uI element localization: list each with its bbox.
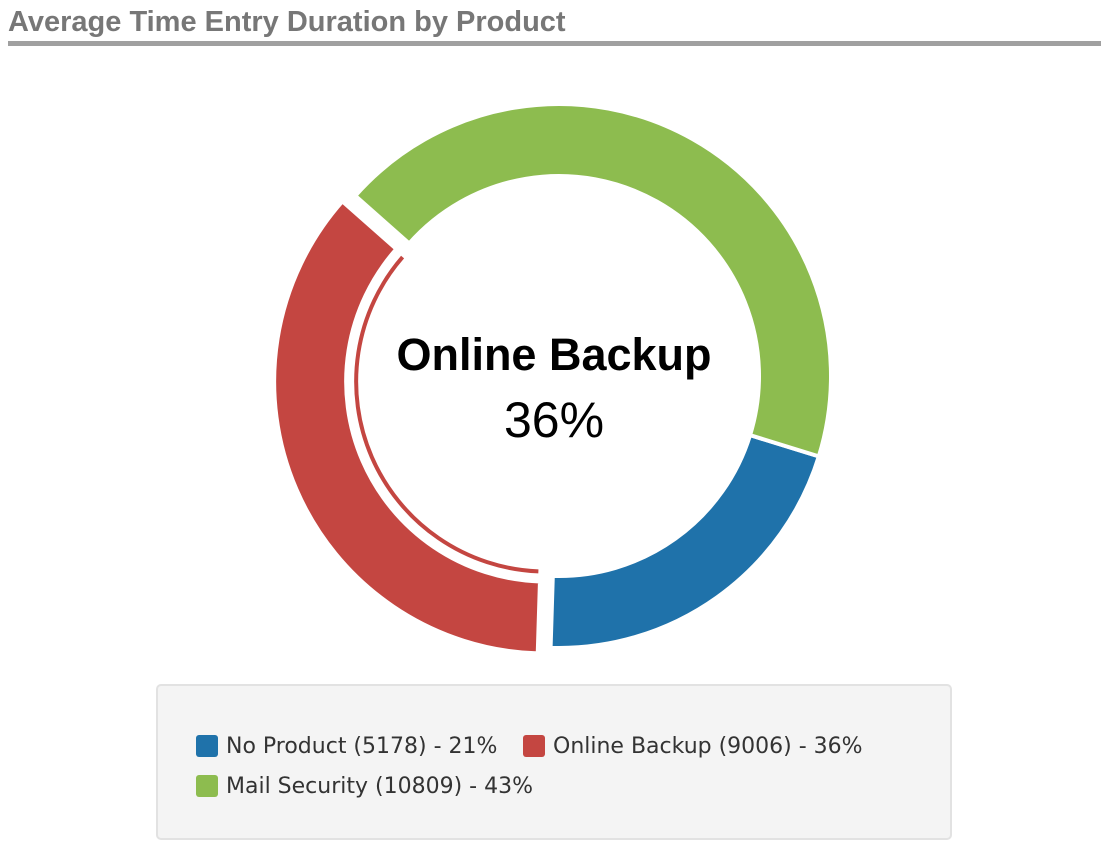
donut-chart: Online Backup 36%	[272, 102, 834, 656]
legend-label: No Product (5178) - 21%	[226, 733, 498, 759]
donut-slice-no-product[interactable]	[548, 432, 822, 650]
center-slice-name: Online Backup	[396, 329, 711, 380]
selected-slice-highlight	[354, 255, 539, 574]
legend-item-no-product[interactable]: No Product (5178) - 21%	[196, 731, 497, 761]
chart-title: Average Time Entry Duration by Product	[8, 6, 566, 38]
donut-slice-online-backup[interactable]	[272, 198, 543, 656]
legend-label: Mail Security (10809) - 43%	[226, 773, 533, 799]
legend-item-mail-security[interactable]: Mail Security (10809) - 43%	[196, 771, 533, 801]
legend-swatch-online-backup	[523, 735, 545, 757]
chart-legend: No Product (5178) - 21% Online Backup (9…	[156, 684, 952, 840]
legend-swatch-mail-security	[196, 775, 218, 797]
donut-slice-mail-security[interactable]	[352, 102, 834, 459]
title-divider	[8, 41, 1101, 46]
donut-center: Online Backup 36%	[396, 329, 711, 448]
legend-label: Online Backup (9006) - 36%	[553, 733, 863, 759]
center-slice-percent: 36%	[504, 392, 604, 448]
donut-slices	[272, 102, 834, 656]
legend-swatch-no-product	[196, 735, 218, 757]
legend-item-online-backup[interactable]: Online Backup (9006) - 36%	[523, 731, 863, 761]
